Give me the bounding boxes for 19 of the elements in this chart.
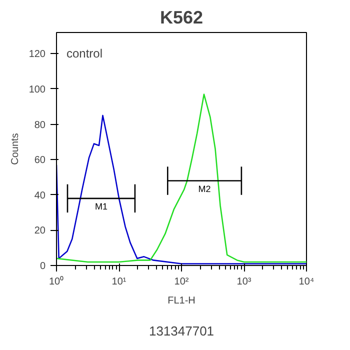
series-label: M1 xyxy=(94,201,108,212)
y-tick-label: 100 xyxy=(28,84,46,96)
text: 131347701 xyxy=(148,324,214,338)
chart-title: K562 xyxy=(160,8,204,28)
y-tick-label: 0 xyxy=(40,261,46,272)
y-axis-title: Counts xyxy=(10,133,21,165)
x-axis-title: FL1-H xyxy=(168,296,196,306)
y-tick-label: 80 xyxy=(34,120,46,131)
y-tick-label: 20 xyxy=(34,226,46,237)
x-tick-label: 10³ xyxy=(236,276,252,288)
x-tick-label: 10² xyxy=(174,276,190,288)
x-tick-label: 10⁴ xyxy=(298,276,314,288)
x-tick-label: 10⁰ xyxy=(48,276,64,288)
y-tick-label: 60 xyxy=(34,155,46,166)
x-tick-label: 10¹ xyxy=(112,276,127,288)
series-label: M2 xyxy=(198,184,211,194)
annotation: control xyxy=(66,46,103,60)
y-tick-label: 120 xyxy=(28,49,46,60)
y-tick-label: 40 xyxy=(34,190,46,202)
